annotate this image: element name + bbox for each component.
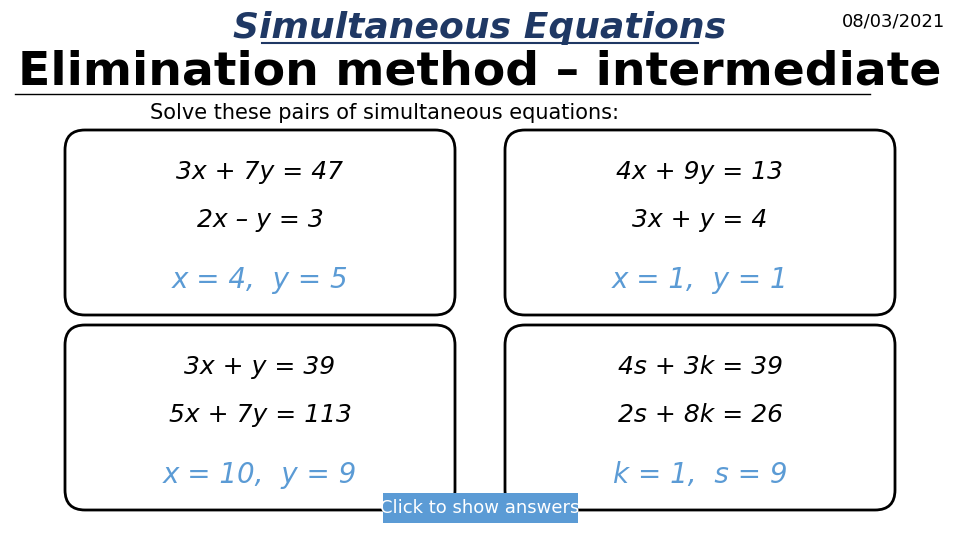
FancyBboxPatch shape	[65, 130, 455, 315]
Text: 2s + 8k = 26: 2s + 8k = 26	[617, 403, 782, 427]
Text: Click to show answers: Click to show answers	[380, 499, 580, 517]
Text: Solve these pairs of simultaneous equations:: Solve these pairs of simultaneous equati…	[150, 103, 619, 123]
Text: k = 1,  s = 9: k = 1, s = 9	[612, 461, 787, 489]
Text: 2x – y = 3: 2x – y = 3	[197, 208, 324, 232]
Text: x = 10,  y = 9: x = 10, y = 9	[163, 461, 357, 489]
Text: 08/03/2021: 08/03/2021	[842, 13, 945, 31]
Text: 4s + 3k = 39: 4s + 3k = 39	[617, 355, 782, 379]
FancyBboxPatch shape	[505, 130, 895, 315]
Text: 3x + y = 4: 3x + y = 4	[633, 208, 768, 232]
Text: Elimination method – intermediate: Elimination method – intermediate	[18, 50, 942, 94]
FancyBboxPatch shape	[382, 493, 578, 523]
Text: x = 1,  y = 1: x = 1, y = 1	[612, 266, 788, 294]
Text: 3x + y = 39: 3x + y = 39	[184, 355, 336, 379]
Text: 3x + 7y = 47: 3x + 7y = 47	[177, 160, 344, 184]
FancyBboxPatch shape	[65, 325, 455, 510]
Text: x = 4,  y = 5: x = 4, y = 5	[172, 266, 348, 294]
Text: 4x + 9y = 13: 4x + 9y = 13	[616, 160, 783, 184]
Text: Simultaneous Equations: Simultaneous Equations	[233, 11, 727, 45]
Text: 5x + 7y = 113: 5x + 7y = 113	[169, 403, 351, 427]
FancyBboxPatch shape	[505, 325, 895, 510]
